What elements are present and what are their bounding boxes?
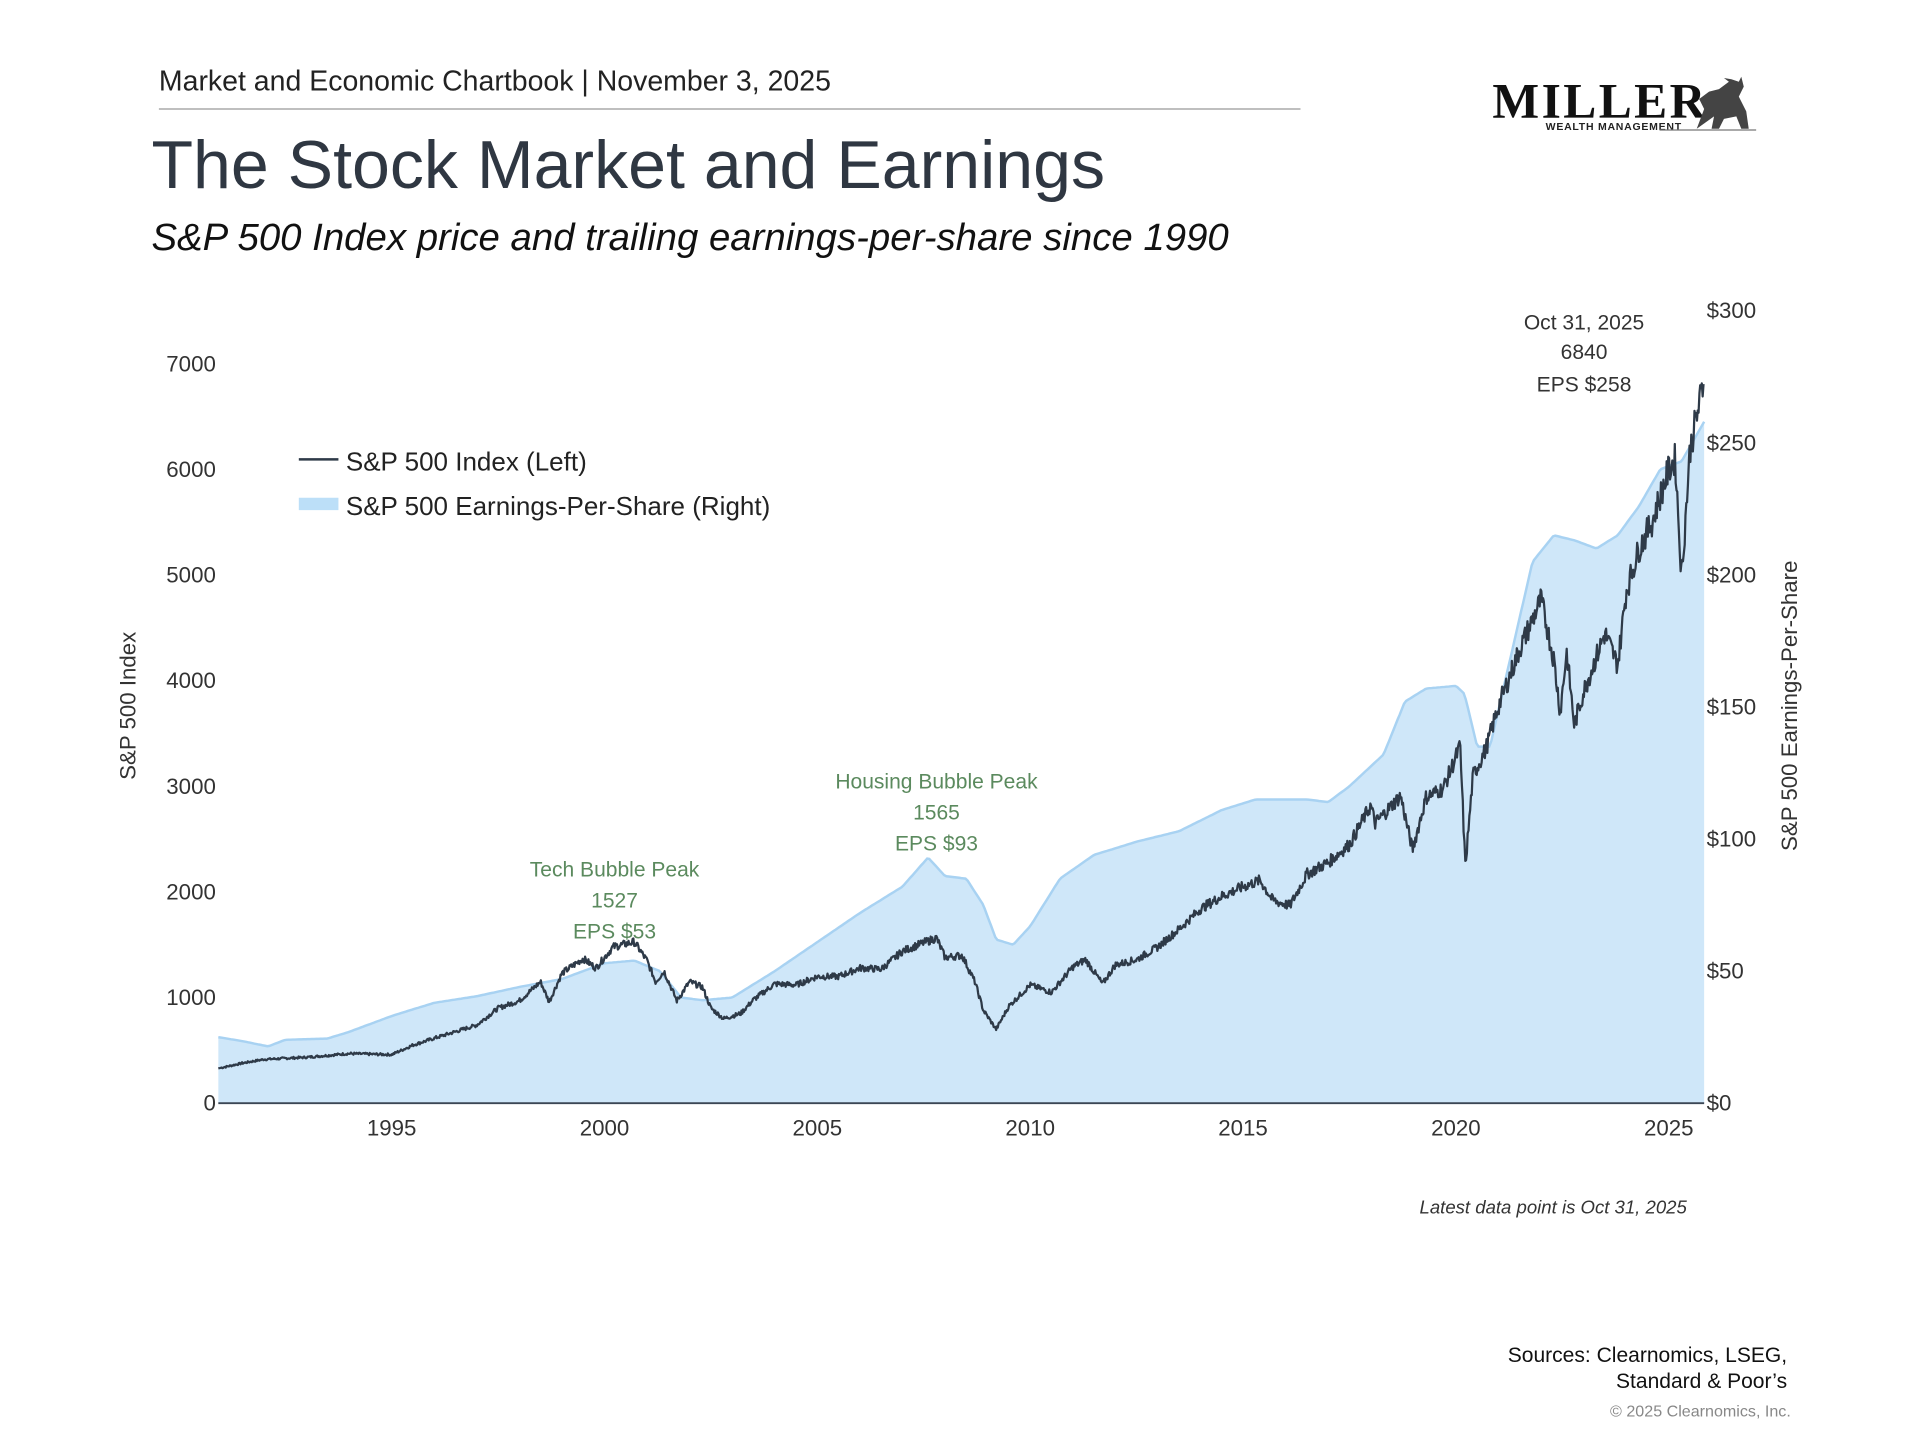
footnote: Latest data point is Oct 31, 2025 (1420, 1196, 1688, 1217)
chartbook-kicker: Market and Economic Chartbook | November… (159, 65, 831, 97)
right-axis-title: S&P 500 Earnings-Per-Share (1777, 561, 1802, 851)
annotation-tech-bubble: Tech Bubble Peak 1527 EPS $53 (530, 859, 700, 944)
left-axis-title: S&P 500 Index (115, 632, 140, 780)
legend-label-eps: S&P 500 Earnings-Per-Share (Right) (346, 491, 770, 521)
y-right-tick-label: $50 (1707, 959, 1744, 984)
annotation-line: 1565 (913, 802, 960, 825)
annotation-latest: Oct 31, 2025 6840 EPS $258 (1524, 311, 1644, 396)
legend-label-price: S&P 500 Index (Left) (346, 447, 587, 477)
copyright: © 2025 Clearnomics, Inc. (1610, 1402, 1791, 1420)
y-left-tick-label: 0 (203, 1091, 215, 1116)
y-right-tick-label: $250 (1707, 430, 1757, 455)
y-left-tick-label: 7000 (166, 351, 216, 376)
y-right-tick-label: $200 (1707, 562, 1757, 587)
y-right-tick-label: $0 (1707, 1091, 1732, 1116)
eps-edge-line (218, 421, 1706, 1048)
logo-wordmark: MILLER (1492, 74, 1706, 129)
y-left-tick-label: 6000 (166, 457, 216, 482)
y-left-tick-label: 1000 (166, 985, 216, 1010)
page-subtitle: S&P 500 Index price and trailing earning… (151, 216, 1229, 259)
annotation-line: EPS $93 (895, 833, 978, 856)
x-tick-label: 2000 (580, 1115, 630, 1140)
annotation-line: Oct 31, 2025 (1524, 311, 1644, 334)
annotation-line: 1527 (591, 890, 638, 913)
legend-swatch-eps (298, 497, 339, 511)
annotation-line: Housing Bubble Peak (835, 771, 1038, 794)
y-right-tick-label: $300 (1707, 298, 1757, 323)
x-tick-label: 1995 (367, 1115, 417, 1140)
sources-line-2: Standard & Poor’s (1616, 1370, 1787, 1393)
x-tick-label: 2015 (1218, 1115, 1268, 1140)
annotation-line: 6840 (1561, 341, 1608, 364)
annotation-line: EPS $53 (573, 921, 656, 944)
annotation-line: EPS $258 (1537, 373, 1632, 396)
y-right-tick-label: $150 (1707, 694, 1757, 719)
y-right-tick-label: $100 (1707, 827, 1757, 852)
x-tick-label: 2010 (1005, 1115, 1055, 1140)
plot-area: 1995 2000 2005 2010 2015 2020 2025 0 1000 2000 300… (166, 298, 1756, 1140)
miller-logo: MILLER WEALTH MANAGEMENT (1492, 74, 1757, 133)
page-title: The Stock Market and Earnings (151, 127, 1105, 203)
annotation-housing-bubble: Housing Bubble Peak 1565 EPS $93 (835, 771, 1038, 856)
y-left-tick-label: 2000 (166, 879, 216, 904)
y-left-tick-label: 5000 (166, 563, 216, 588)
annotation-line: Tech Bubble Peak (530, 859, 700, 882)
x-tick-label: 2020 (1431, 1115, 1481, 1140)
eps-area (218, 421, 1705, 1104)
y-left-tick-label: 3000 (166, 774, 216, 799)
logo-tagline: WEALTH MANAGEMENT (1546, 121, 1682, 133)
sources-line-1: Sources: Clearnomics, LSEG, (1508, 1344, 1787, 1367)
y-left-tick-label: 4000 (166, 668, 216, 693)
x-tick-label: 2025 (1644, 1115, 1694, 1140)
legend: S&P 500 Index (Left) S&P 500 Earnings-Pe… (298, 447, 770, 521)
sp500-price-line (218, 382, 1705, 1070)
bull-icon (1659, 76, 1757, 131)
x-tick-label: 2005 (793, 1115, 843, 1140)
